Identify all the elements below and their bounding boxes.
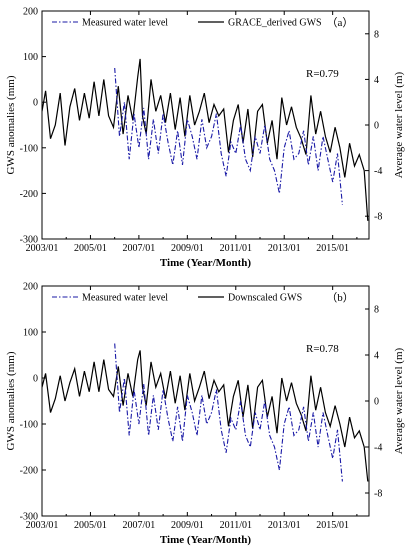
legend-label-measured: Measured water level	[82, 293, 168, 304]
y-left-tick-label: -200	[20, 466, 38, 477]
panel-label: （b）	[326, 291, 354, 304]
x-tick-label: 2015/01	[316, 520, 349, 531]
legend-label-measured: Measured water level	[82, 18, 168, 29]
y-left-tick-label: 0	[33, 374, 38, 385]
y-left-tick-label: -300	[20, 512, 38, 523]
x-tick-label: 2009/01	[171, 243, 204, 254]
y-left-tick-label: -100	[20, 420, 38, 431]
x-tick-label: 2009/01	[171, 520, 204, 531]
panel-label: （a）	[327, 16, 354, 29]
y-left-tick-label: -200	[20, 189, 38, 200]
y-left-tick-label: -300	[20, 235, 38, 246]
y-right-tick-label: 4	[374, 75, 379, 86]
y-right-tick-label: -8	[374, 212, 382, 223]
x-tick-label: 2015/01	[316, 243, 349, 254]
y-left-tick-label: 100	[23, 52, 38, 63]
y-left-tick-label: 0	[33, 98, 38, 109]
legend-label-gws: GRACE_derived GWS	[228, 18, 322, 29]
gws-line	[42, 58, 369, 221]
x-tick-label: 2003/01	[26, 243, 59, 254]
y-right-tick-label: 0	[374, 121, 379, 132]
y-right-tick-label: -4	[374, 166, 382, 177]
y-right-tick-label: -8	[374, 489, 382, 500]
y-left-tick-label: 100	[23, 328, 38, 339]
plot-frame	[41, 10, 370, 240]
y-right-axis-title: Average water level (m)	[393, 347, 405, 454]
measured-water-level-line	[114, 67, 343, 205]
plot-frame	[41, 285, 370, 517]
y-right-tick-label: -4	[374, 443, 382, 454]
chart-panel-a: 2003/01 2005/01 2007/01 2009/01 2011/01 2013/…	[5, 7, 405, 270]
y-left-axis-title: GWS anomalies (mm)	[5, 351, 17, 450]
x-tick-label: 2011/01	[220, 243, 252, 254]
correlation-label: R=0.78	[306, 343, 339, 355]
x-tick-label: 2013/01	[268, 520, 301, 531]
legend-label-gws: Downscaled GWS	[228, 293, 302, 304]
x-tick-label: 2007/01	[122, 243, 155, 254]
y-right-tick-label: 8	[374, 29, 379, 40]
y-right-tick-label: 0	[374, 397, 379, 408]
x-tick-label: 2005/01	[74, 243, 107, 254]
x-tick-label: 2007/01	[122, 520, 155, 531]
y-right-axis-title: Average water level (m)	[393, 71, 405, 178]
y-left-axis-title: GWS anomalies (mm)	[5, 75, 17, 174]
x-tick-label: 2003/01	[26, 520, 59, 531]
x-axis-title: Time (Year/Month)	[160, 534, 251, 546]
correlation-label: R=0.79	[306, 68, 339, 80]
y-right-tick-label: 8	[374, 305, 379, 316]
y-left-tick-label: 200	[23, 282, 38, 293]
y-right-tick-label: 4	[374, 351, 379, 362]
gws-line	[42, 350, 369, 482]
chart-panel-b: 2003/01 2005/01 2007/01 2009/01 2011/01 2013/…	[5, 282, 405, 547]
y-left-tick-label: -100	[20, 143, 38, 154]
x-tick-label: 2013/01	[268, 243, 301, 254]
y-left-tick-label: 200	[23, 7, 38, 18]
measured-water-level-line	[114, 343, 343, 482]
x-axis-title: Time (Year/Month)	[160, 257, 251, 269]
x-tick-label: 2005/01	[74, 520, 107, 531]
x-tick-label: 2011/01	[220, 520, 252, 531]
